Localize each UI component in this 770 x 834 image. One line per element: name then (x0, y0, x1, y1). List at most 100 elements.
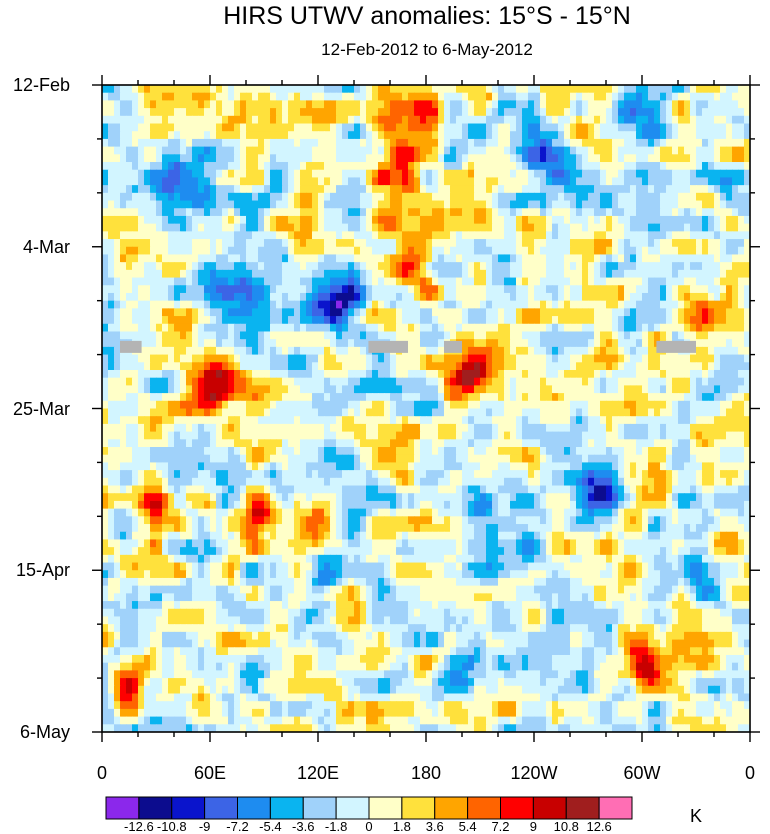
heatmap-cell (120, 331, 127, 340)
heatmap-cell (618, 308, 625, 317)
heatmap-cell (510, 246, 517, 256)
heatmap-cell (372, 393, 379, 402)
heatmap-cell (156, 131, 163, 140)
heatmap-cell (492, 308, 499, 317)
heatmap-cell (270, 308, 277, 317)
heatmap-cell (210, 231, 217, 240)
heatmap-cell (162, 169, 169, 179)
heatmap-cell (240, 169, 247, 179)
heatmap-cell (252, 146, 259, 155)
heatmap-cell (438, 169, 445, 179)
heatmap-cell (552, 123, 559, 132)
heatmap-cell (528, 177, 535, 186)
heatmap-cell (702, 323, 709, 333)
heatmap-cell (456, 292, 463, 302)
heatmap-cell (402, 416, 409, 425)
heatmap-cell (612, 92, 619, 101)
heatmap-cell (696, 285, 703, 294)
heatmap-cell (498, 393, 505, 402)
heatmap-cell (438, 308, 445, 317)
heatmap-cell (426, 177, 433, 186)
heatmap-cell (732, 339, 739, 348)
heatmap-cell (342, 146, 349, 155)
heatmap-cell (486, 123, 493, 132)
heatmap-cell (558, 262, 565, 271)
heatmap-cell (744, 223, 750, 232)
heatmap-cell (228, 138, 235, 148)
heatmap-cell (732, 215, 739, 225)
heatmap-cell (732, 123, 739, 132)
heatmap-cell (450, 354, 457, 363)
heatmap-cell (648, 231, 655, 240)
heatmap-cell (150, 215, 157, 225)
heatmap-cell (714, 292, 721, 302)
heatmap-cell (414, 416, 421, 425)
heatmap-cell (108, 262, 115, 271)
heatmap-cell (510, 393, 517, 402)
heatmap-cell (528, 92, 535, 101)
heatmap-cell (192, 416, 199, 425)
heatmap-cell (504, 393, 511, 402)
heatmap-cell (672, 208, 679, 217)
heatmap-cell (420, 200, 427, 209)
heatmap-cell (468, 246, 475, 256)
heatmap-cell (594, 277, 601, 286)
heatmap-cell (216, 169, 223, 179)
heatmap-cell (648, 431, 655, 440)
heatmap-cell (534, 400, 541, 410)
heatmap-cell (318, 308, 325, 317)
heatmap-cell (312, 377, 319, 386)
heatmap-cell (198, 369, 205, 379)
heatmap-cell (240, 131, 247, 140)
heatmap-cell (108, 115, 115, 125)
heatmap-cell (498, 100, 505, 109)
heatmap-cell (672, 192, 679, 202)
heatmap-cell (180, 262, 187, 271)
heatmap-cell (138, 192, 145, 202)
heatmap-cell (264, 300, 271, 309)
heatmap-cell (660, 131, 667, 140)
heatmap-cell (408, 323, 415, 333)
heatmap-cell (306, 185, 313, 194)
heatmap-cell (186, 431, 193, 440)
heatmap-cell (606, 262, 613, 271)
heatmap-cell (624, 393, 631, 402)
heatmap-cell (252, 123, 259, 132)
heatmap-cell (240, 285, 247, 294)
heatmap-cell (324, 423, 331, 433)
heatmap-cell (288, 262, 295, 271)
heatmap-cell (324, 262, 331, 271)
heatmap-cell (162, 177, 169, 186)
heatmap-cell (168, 169, 175, 179)
heatmap-cell (702, 377, 709, 386)
heatmap-cell (570, 223, 577, 232)
heatmap-cell (738, 292, 745, 302)
heatmap-cell (618, 108, 625, 117)
heatmap-cell (108, 292, 115, 302)
heatmap-cell (570, 408, 577, 417)
heatmap-cell (498, 277, 505, 286)
heatmap-cell (708, 231, 715, 240)
heatmap-cell (204, 423, 211, 433)
heatmap-cell (486, 400, 493, 410)
heatmap-cell (558, 239, 565, 248)
heatmap-cell (588, 200, 595, 209)
heatmap-cell (234, 262, 241, 271)
heatmap-cell (342, 92, 349, 101)
heatmap-cell (222, 377, 229, 386)
heatmap-cell (606, 377, 613, 386)
heatmap-cell (396, 416, 403, 425)
heatmap-cell (696, 115, 703, 125)
heatmap-cell (102, 400, 109, 410)
heatmap-cell (312, 146, 319, 155)
heatmap-cell (312, 100, 319, 109)
heatmap-cell (264, 200, 271, 209)
heatmap-cell (234, 169, 241, 179)
heatmap-cell (516, 123, 523, 132)
heatmap-cell (174, 339, 181, 348)
heatmap-cell (522, 323, 529, 333)
heatmap-cell (582, 115, 589, 125)
heatmap-cell (216, 285, 223, 294)
heatmap-cell (564, 169, 571, 179)
heatmap-cell (594, 331, 601, 340)
